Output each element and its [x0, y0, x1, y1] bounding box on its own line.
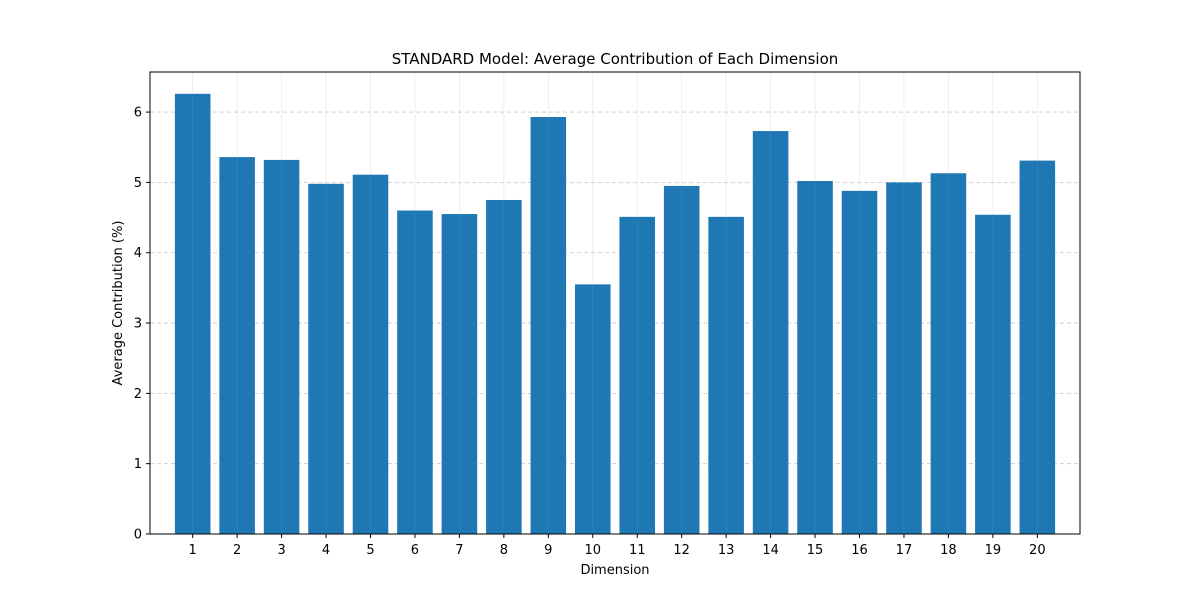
x-tick-label: 3 — [277, 543, 285, 558]
x-tick-label: 16 — [851, 543, 868, 558]
x-tick-label: 9 — [544, 543, 552, 558]
y-axis-label: Average Contribution (%) — [111, 221, 126, 386]
x-tick-label: 19 — [985, 543, 1002, 558]
plot-frame — [149, 71, 1081, 535]
bar — [308, 183, 344, 534]
bar — [975, 214, 1011, 535]
bar — [441, 214, 478, 535]
bar — [797, 180, 833, 535]
bar — [352, 174, 389, 534]
x-tick-label: 5 — [366, 543, 374, 558]
x-tick-label: 6 — [411, 543, 419, 558]
x-tick-label: 14 — [762, 543, 779, 558]
x-axis-label: Dimension — [580, 563, 649, 578]
x-axis: 1 2 3 4 5 6 7 8 9 10 11 12 13 14 15 16 17 18 19 20 — [189, 534, 1046, 558]
x-tick-label: 18 — [940, 543, 957, 558]
bar — [708, 216, 744, 534]
bar — [486, 199, 522, 534]
bar — [397, 210, 433, 535]
x-tick-label: 4 — [322, 543, 330, 558]
x-tick-label: 17 — [896, 543, 913, 558]
x-tick-label: 7 — [455, 543, 463, 558]
x-tick-label: 11 — [629, 543, 646, 558]
bar — [619, 216, 656, 534]
bar — [930, 173, 967, 535]
y-tick-label: 4 — [134, 246, 142, 261]
x-tick-label: 8 — [500, 543, 508, 558]
x-tick-label: 1 — [189, 543, 197, 558]
bar — [530, 117, 567, 534]
bar — [841, 190, 878, 534]
bar — [263, 159, 300, 534]
x-tick-label: 12 — [673, 543, 690, 558]
x-tick-label: 13 — [718, 543, 735, 558]
bar — [663, 185, 700, 535]
bar — [752, 131, 789, 535]
x-tick-label: 10 — [584, 543, 601, 558]
y-tick-label: 3 — [134, 317, 142, 332]
chart-title: STANDARD Model: Average Contribution of … — [392, 50, 839, 68]
bar — [886, 182, 922, 534]
bars-layer — [174, 72, 1056, 535]
y-tick-label: 1 — [134, 457, 142, 472]
x-tick-label: 15 — [807, 543, 824, 558]
y-tick-label: 5 — [134, 176, 142, 191]
y-axis: 0 1 2 3 4 5 6 — [134, 106, 150, 543]
bar — [219, 157, 255, 534]
bar — [1019, 160, 1056, 535]
x-tick-label: 20 — [1029, 543, 1046, 558]
bar — [574, 284, 611, 534]
y-tick-label: 0 — [134, 528, 142, 543]
x-tick-label: 2 — [233, 543, 241, 558]
bar — [174, 93, 211, 535]
y-tick-label: 6 — [134, 106, 142, 121]
y-tick-label: 2 — [134, 387, 142, 402]
